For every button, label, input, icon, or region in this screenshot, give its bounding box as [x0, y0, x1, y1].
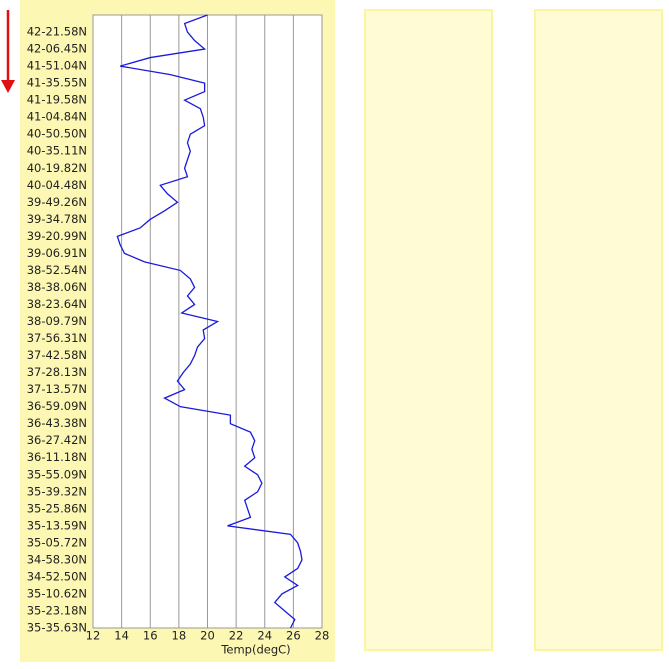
y-tick-label: 40-50.50N [27, 127, 87, 141]
y-tick-label: 39-20.99N [27, 229, 87, 243]
y-tick-label: 39-06.91N [27, 246, 87, 260]
y-tick-label: 39-34.78N [27, 212, 87, 226]
direction-arrow [1, 10, 15, 93]
y-tick-label: 40-35.11N [27, 144, 87, 158]
y-tick-label: 41-35.55N [27, 76, 87, 90]
empty-panel [364, 9, 493, 651]
y-tick-label: 41-04.84N [27, 110, 87, 124]
x-tick-label: 24 [257, 629, 272, 643]
x-tick-label: 16 [143, 629, 158, 643]
y-tick-label: 36-59.09N [27, 399, 87, 413]
x-axis-title: Temp(degC) [220, 643, 290, 657]
y-tick-label: 39-49.26N [27, 195, 87, 209]
y-tick-label: 36-27.42N [27, 433, 87, 447]
y-tick-label: 38-09.79N [27, 314, 87, 328]
y-tick-label: 37-56.31N [27, 331, 87, 345]
y-tick-label: 36-11.18N [27, 450, 87, 464]
y-tick-label: 35-39.32N [27, 484, 87, 498]
y-tick-label: 35-23.18N [27, 603, 87, 617]
y-tick-label: 38-23.64N [27, 297, 87, 311]
y-tick-label: 37-42.58N [27, 348, 87, 362]
x-tick-label: 12 [86, 629, 101, 643]
empty-panel [534, 9, 663, 651]
y-tick-label: 36-43.38N [27, 416, 87, 430]
y-tick-label: 35-05.72N [27, 535, 87, 549]
x-tick-label: 20 [200, 629, 215, 643]
y-tick-label: 42-21.58N [27, 25, 87, 39]
x-tick-label: 22 [229, 629, 244, 643]
y-tick-label: 41-51.04N [27, 59, 87, 73]
y-tick-label: 34-52.50N [27, 569, 87, 583]
y-tick-label: 34-58.30N [27, 552, 87, 566]
y-tick-label: 37-13.57N [27, 382, 87, 396]
y-tick-label: 38-38.06N [27, 280, 87, 294]
x-tick-label: 18 [172, 629, 187, 643]
y-tick-label: 35-55.09N [27, 467, 87, 481]
x-tick-label: 14 [114, 629, 129, 643]
x-tick-label: 28 [315, 629, 330, 643]
y-tick-label: 37-28.13N [27, 365, 87, 379]
y-tick-label: 41-19.58N [27, 93, 87, 107]
x-tick-label: 26 [286, 629, 301, 643]
y-tick-label: 35-25.86N [27, 501, 87, 515]
y-tick-label: 42-06.45N [27, 42, 87, 56]
y-tick-label: 40-19.82N [27, 161, 87, 175]
temp-line [116, 14, 303, 629]
y-tick-label: 35-35.63N [27, 621, 87, 635]
y-tick-label: 35-13.59N [27, 518, 87, 532]
y-tick-label: 35-10.62N [27, 586, 87, 600]
y-tick-label: 40-04.48N [27, 178, 87, 192]
y-tick-label: 38-52.54N [27, 263, 87, 277]
